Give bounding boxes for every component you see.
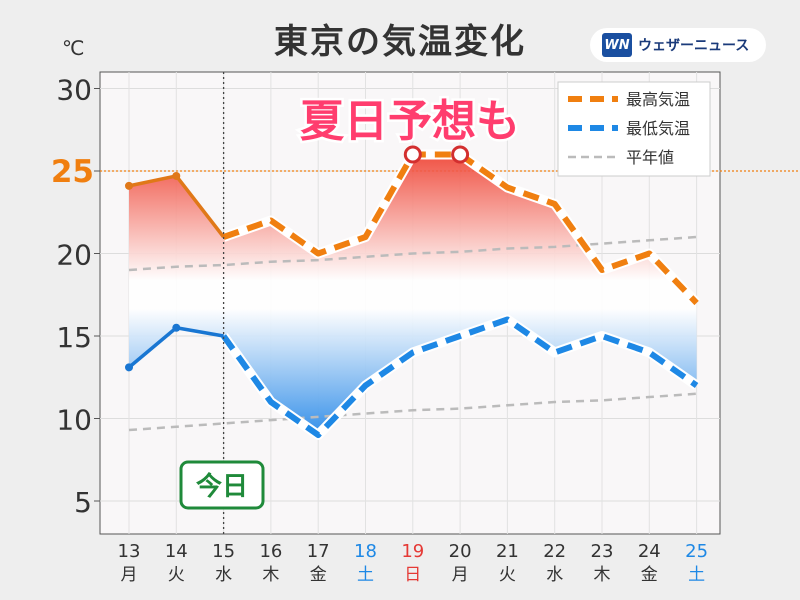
y-axis-unit: ℃ [62,36,85,60]
x-tick-weekday: 木 [262,565,279,585]
x-tick-day: 25 [685,541,708,562]
x-tick-weekday: 木 [594,565,611,585]
brand-name: ウェザーニュース [638,38,750,54]
x-tick-weekday: 月 [121,565,138,585]
x-tick-weekday: 火 [168,565,185,585]
x-tick-weekday: 日 [404,565,421,585]
normal-lines [128,235,697,432]
legend-label-normal: 平年値 [626,148,674,167]
high-point [125,181,133,190]
x-tick-day: 21 [496,541,519,562]
normal-low-line [128,392,697,432]
x-tick-day: 16 [259,541,282,562]
x-tick-weekday: 水 [215,565,232,585]
high-point [172,171,181,180]
chart-title: 東京の気温変化 [274,22,526,62]
x-tick-day: 24 [638,541,661,562]
x-tick-day: 20 [449,541,472,562]
low-point [125,363,133,372]
y-tick-label: 5 [74,486,92,519]
axes-labels: 5 10 15 20 25 30 13 月 14 火 15 水 16 木 17 金 18 土 19 日 20 月 21 火 22… [51,74,708,586]
x-tick-day: 19 [401,541,424,562]
today-label: 今日 [196,471,248,502]
x-tick-weekday: 金 [641,565,658,585]
y-tick-label: 20 [56,239,92,272]
brand-mark-icon: WN [602,33,632,57]
x-tick-weekday: 金 [310,565,327,585]
x-tick-day: 23 [591,541,614,562]
brand-logo: WN ウェザーニュース [590,28,766,62]
x-tick-weekday: 火 [499,565,516,585]
y-tick-label: 15 [56,321,92,354]
x-tick-day: 14 [165,541,188,562]
x-tick-weekday: 月 [452,565,469,585]
x-tick-day: 15 [212,541,235,562]
low-point [172,323,181,332]
summer-day-marker [451,145,470,164]
forecast-annotation: 夏日予想も [300,96,520,147]
x-tick-weekday: 水 [546,565,563,585]
y-tick-label: 25 [51,154,94,190]
annotations: 夏日予想も [298,94,523,164]
today-badge [179,460,265,510]
y-tick-label: 30 [56,74,92,107]
legend-box [557,81,711,177]
legend-label-high: 最高気温 [626,90,690,109]
x-tick-day: 13 [118,541,141,562]
low-forecast-line [221,316,699,438]
x-tick-weekday: 土 [688,565,705,585]
x-tick-day: 22 [543,541,566,562]
normal-high-line [128,235,697,272]
today-marker: 今日 [179,72,265,534]
x-tick-day: 17 [307,541,330,562]
legend-label-low: 最低気温 [626,119,690,138]
x-tick-day: 18 [354,541,377,562]
summer-day-marker [403,145,422,164]
x-tick-weekday: 土 [357,565,374,585]
y-tick-label: 10 [56,404,92,437]
